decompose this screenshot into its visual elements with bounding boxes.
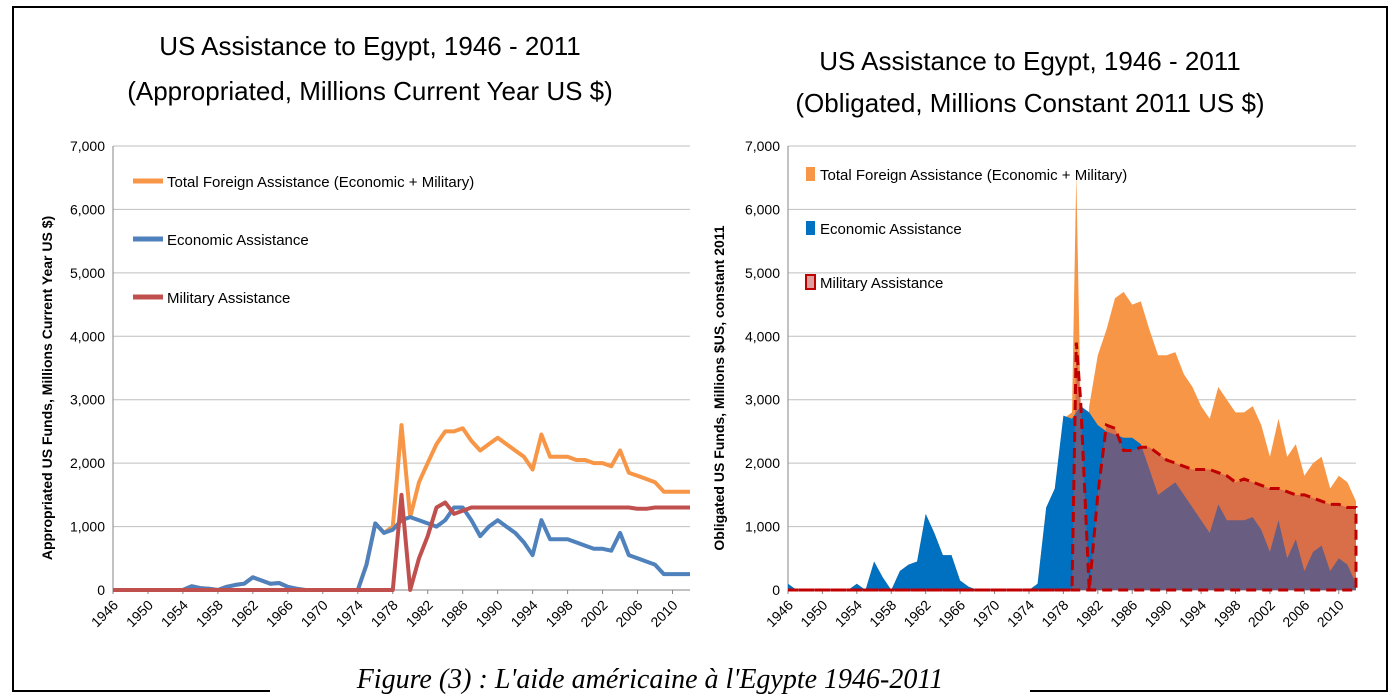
chart2-xtick-label: 1962 [900, 597, 933, 630]
chart2-xtick-label: 2006 [1279, 597, 1312, 630]
chart2-xtick-label: 1994 [1176, 597, 1209, 630]
chart2-legend-swatch-total [806, 167, 815, 181]
chart1-xtick-label: 1950 [123, 597, 156, 630]
chart2-xtick-label: 1974 [1004, 597, 1037, 630]
chart2-title: US Assistance to Egypt, 1946 - 2011 [819, 46, 1241, 76]
chart2-ytick-label: 5,000 [745, 265, 780, 281]
chart1-xtick-label: 1962 [228, 597, 261, 630]
chart2-xtick-label: 1958 [866, 597, 899, 630]
chart1-xtick-label: 1982 [403, 597, 436, 630]
chart1-xtick-label: 1974 [333, 597, 366, 630]
chart2-xtick-label: 1982 [1073, 597, 1106, 630]
chart2-subtitle: (Obligated, Millions Constant 2011 US $) [795, 88, 1264, 118]
chart1-xtick-label: 1998 [542, 597, 575, 630]
chart1-series-economic-line [113, 505, 690, 592]
chart1-xtick-label: 1978 [368, 597, 401, 630]
chart1-ytick-label: 6,000 [70, 201, 105, 217]
chart1-xtick-label: 2002 [577, 597, 610, 630]
chart1-xtick-label: 1954 [158, 597, 191, 630]
chart2-ytick-label: 1,000 [745, 519, 780, 535]
chart1-ytick-label: 3,000 [70, 392, 105, 408]
chart1-xtick-label: 1946 [88, 597, 121, 630]
chart1-xtick-label: 1966 [263, 597, 296, 630]
chart2-series-military-area [788, 342, 1358, 592]
chart2-ytick-label: 7,000 [745, 138, 780, 154]
chart2-xtick-label: 2010 [1314, 597, 1347, 630]
chart2-ytick-label: 4,000 [745, 328, 780, 344]
chart1-ylabel: Appropriated US Funds, Millions Current … [39, 216, 55, 560]
chart2-xtick-label: 1998 [1210, 597, 1243, 630]
chart2-ytick-label: 2,000 [745, 455, 780, 471]
chart1-legend-label-total: Total Foreign Assistance (Economic + Mil… [167, 174, 474, 191]
chart1-ytick-label: 5,000 [70, 265, 105, 281]
chart1-xtick-label: 1986 [437, 597, 470, 630]
chart1-xtick-label: 1958 [193, 597, 226, 630]
chart2-xtick-label: 1950 [797, 597, 830, 630]
chart2-xtick-label: 2002 [1245, 597, 1278, 630]
chart1-series-military-line [113, 492, 690, 592]
chart2-legend-label-military: Military Assistance [820, 275, 943, 292]
chart1-xtick-label: 1990 [472, 597, 505, 630]
chart2-ytick-label: 0 [772, 582, 780, 598]
chart1-xtick-label: 1970 [298, 597, 331, 630]
chart1-ytick-label: 4,000 [70, 328, 105, 344]
chart2-legend-swatch-economic [806, 221, 815, 235]
chart2-ylabel: Obligated US Funds, Millions $US, consta… [711, 225, 727, 550]
chart1-xtick-label: 2010 [647, 597, 680, 630]
chart2-ytick-label: 3,000 [745, 392, 780, 408]
chart1-legend-label-military: Military Assistance [167, 290, 290, 307]
chart1-ytick-label: 0 [97, 582, 105, 598]
chart2-xtick-label: 1966 [935, 597, 968, 630]
chart2-xtick-label: 1946 [763, 597, 796, 630]
chart1-ytick-label: 2,000 [70, 455, 105, 471]
chart2-xtick-label: 1970 [969, 597, 1002, 630]
chart2-xtick-label: 1986 [1107, 597, 1140, 630]
chart2-xtick-label: 1954 [832, 597, 865, 630]
chart1-title: US Assistance to Egypt, 1946 - 2011 [159, 31, 581, 61]
chart1-xtick-label: 2006 [612, 597, 645, 630]
figure-caption: Figure (3) : L'aide américaine à l'Egypt… [270, 660, 1030, 700]
chart1-xtick-label: 1994 [507, 597, 540, 630]
chart2-xtick-label: 1990 [1141, 597, 1174, 630]
chart1-subtitle: (Appropriated, Millions Current Year US … [127, 76, 613, 106]
chart1-ytick-label: 1,000 [70, 519, 105, 535]
chart2-legend-label-economic: Economic Assistance [820, 221, 962, 238]
chart2-legend-swatch-military [805, 274, 816, 290]
chart2-ytick-label: 6,000 [745, 201, 780, 217]
chart1-ytick-label: 7,000 [70, 138, 105, 154]
chart1-legend-label-economic: Economic Assistance [167, 232, 309, 249]
chart2-xtick-label: 1978 [1038, 597, 1071, 630]
chart2-legend-label-total: Total Foreign Assistance (Economic + Mil… [820, 167, 1127, 184]
